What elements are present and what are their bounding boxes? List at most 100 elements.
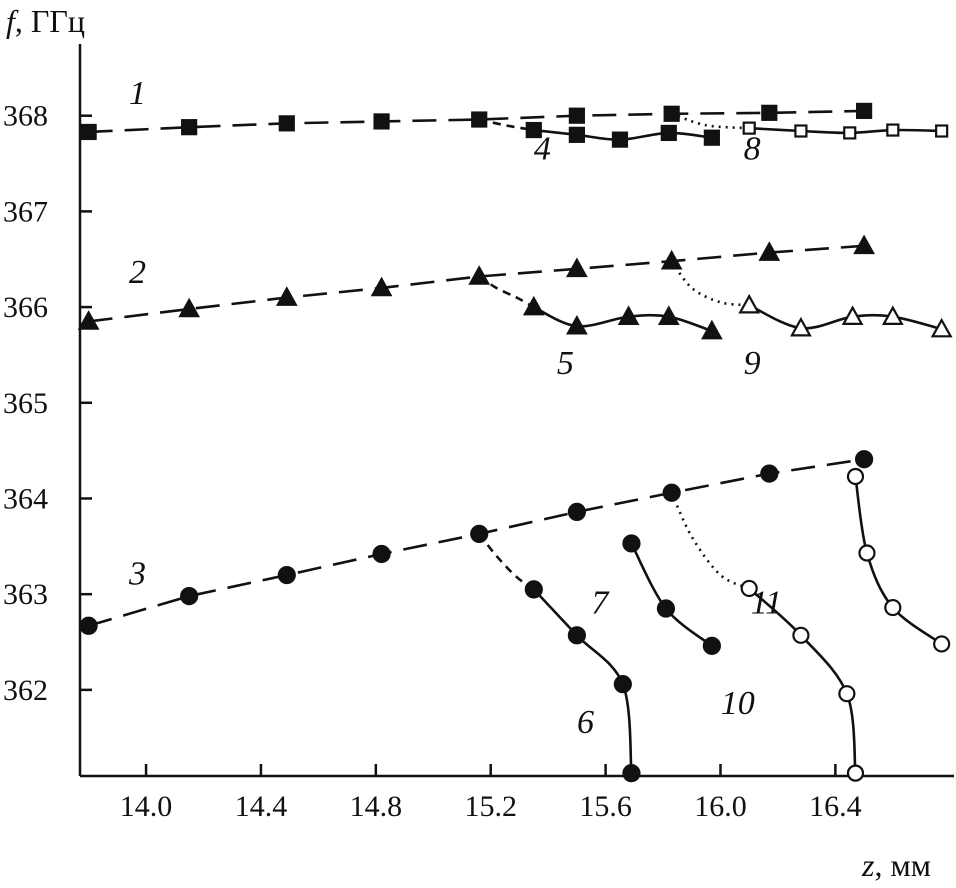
point-series-8 xyxy=(843,126,857,140)
curve-label-11: 11 xyxy=(751,584,782,621)
point-series-5 xyxy=(617,305,640,325)
point-series-8 xyxy=(794,124,808,138)
point-series-10 xyxy=(846,764,865,782)
curve-label-5: 5 xyxy=(557,345,574,382)
point-series-6 xyxy=(622,764,641,783)
x-tick-label: 14.0 xyxy=(120,790,173,823)
point-series-8 xyxy=(886,123,900,137)
point-series-1 xyxy=(855,102,873,120)
axes xyxy=(78,44,954,778)
curve-label-1: 1 xyxy=(129,75,146,112)
connector-line xyxy=(478,275,535,309)
connector-line xyxy=(670,492,750,590)
point-series-1 xyxy=(181,119,198,136)
x-axis-variable: z xyxy=(861,847,875,883)
point-series-3 xyxy=(470,524,489,543)
curve-label-4: 4 xyxy=(534,131,551,168)
point-series-2 xyxy=(660,249,683,270)
point-series-2 xyxy=(77,310,100,330)
point-series-1 xyxy=(278,115,295,132)
point-series-9 xyxy=(930,317,953,338)
point-series-9 xyxy=(738,293,761,314)
curve-label-2: 2 xyxy=(129,254,146,291)
x-tick-label: 16.0 xyxy=(694,790,747,823)
x-tick-label: 15.2 xyxy=(464,790,517,823)
point-series-7 xyxy=(622,534,641,553)
y-tick-label: 367 xyxy=(3,195,48,228)
point-series-7 xyxy=(702,636,721,655)
point-series-3 xyxy=(760,464,779,483)
point-series-5 xyxy=(566,314,588,335)
point-series-1 xyxy=(373,113,390,130)
point-series-3 xyxy=(662,483,681,502)
series-line-9 xyxy=(748,303,942,331)
curve-labels: 1 2 3 4 5 6 7 8 9 10 11 xyxy=(128,75,782,741)
series-line-7 xyxy=(630,542,713,647)
y-tick-label: 364 xyxy=(3,482,48,515)
point-series-9 xyxy=(881,305,904,325)
point-series-2 xyxy=(853,234,875,255)
point-series-6 xyxy=(524,580,543,599)
point-series-2 xyxy=(178,297,201,318)
point-series-6 xyxy=(613,675,632,694)
series-line-1 xyxy=(88,109,865,134)
y-axis-label: f, ГГц xyxy=(6,3,85,39)
y-axis-unit: , ГГц xyxy=(15,3,85,39)
point-series-8 xyxy=(742,121,756,135)
connector-line xyxy=(478,118,535,132)
series-line-11 xyxy=(854,476,943,645)
x-axis-label: z, мм xyxy=(861,847,931,883)
x-axis-unit: , мм xyxy=(874,847,931,883)
point-series-1 xyxy=(568,107,585,124)
point-series-9 xyxy=(841,305,864,325)
y-tick-label: 366 xyxy=(3,291,48,324)
point-series-3 xyxy=(180,586,199,606)
point-series-2 xyxy=(275,286,298,306)
series-line-2 xyxy=(88,244,865,323)
connector-line xyxy=(671,112,750,130)
point-series-5 xyxy=(657,305,680,325)
point-series-8 xyxy=(935,124,949,138)
series-line-6 xyxy=(532,588,633,774)
point-series-4 xyxy=(660,124,677,142)
curve-label-7: 7 xyxy=(591,584,610,621)
curve-label-6: 6 xyxy=(577,704,594,741)
series-lines xyxy=(88,109,943,774)
point-series-3 xyxy=(79,616,98,635)
curve-label-3: 3 xyxy=(128,556,146,593)
point-series-7 xyxy=(656,599,676,618)
point-series-11 xyxy=(933,635,951,653)
point-series-2 xyxy=(370,276,393,297)
series-line-10 xyxy=(748,587,857,774)
point-series-5 xyxy=(700,319,723,340)
point-series-2 xyxy=(566,257,588,278)
curve-label-9: 9 xyxy=(744,345,761,382)
point-series-11 xyxy=(884,598,902,617)
point-series-2 xyxy=(468,265,491,285)
point-series-4 xyxy=(611,131,629,148)
point-series-6 xyxy=(567,626,586,645)
point-series-10 xyxy=(792,626,810,644)
x-tick-label: 15.6 xyxy=(579,790,632,823)
point-series-2 xyxy=(758,241,781,261)
x-tick-label: 16.4 xyxy=(809,790,862,823)
connector-line xyxy=(670,260,750,307)
x-tick-label: 14.4 xyxy=(235,790,288,823)
point-series-11 xyxy=(858,544,876,562)
series-markers xyxy=(77,102,953,783)
connector-line xyxy=(478,533,535,591)
y-tick-label: 365 xyxy=(3,387,48,420)
y-tick-label: 368 xyxy=(3,100,48,133)
point-series-5 xyxy=(522,295,545,316)
point-series-1 xyxy=(80,123,97,141)
curve-label-8: 8 xyxy=(744,131,761,168)
point-series-3 xyxy=(372,544,391,564)
point-series-1 xyxy=(761,104,778,121)
point-series-4 xyxy=(568,126,585,143)
point-series-9 xyxy=(790,316,812,337)
point-series-3 xyxy=(567,502,586,521)
y-tick-label: 363 xyxy=(3,578,48,611)
curve-label-10: 10 xyxy=(721,685,755,722)
y-tick-label: 362 xyxy=(3,674,48,707)
